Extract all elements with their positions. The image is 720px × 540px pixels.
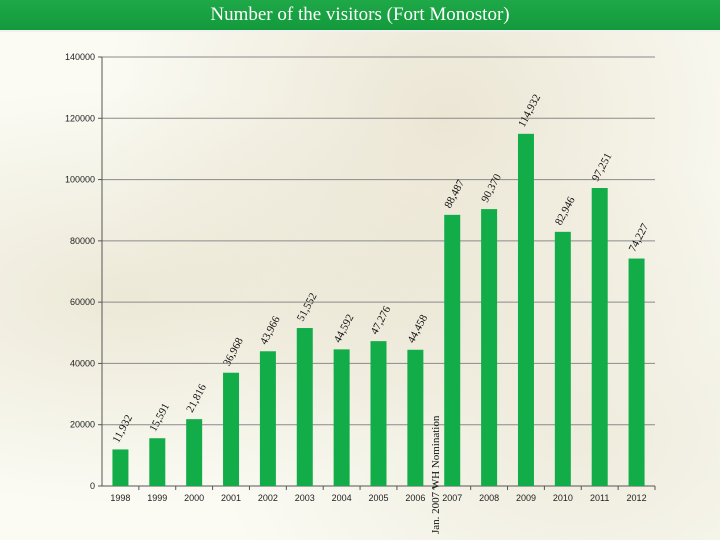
chart-title: Number of the visitors (Fort Monostor) [210,4,510,25]
bar-2001 [223,372,240,486]
x-tick-label-2005: 2005 [368,493,388,503]
bar-2008 [481,209,498,486]
y-tick-label: 100000 [65,175,95,185]
bar-1998 [112,449,129,486]
title-bar: Number of the visitors (Fort Monostor) [0,0,720,32]
bar-2009 [517,133,534,486]
data-label-2003: 51,552 [295,291,320,323]
x-tick-label-2008: 2008 [479,493,499,503]
bar-2010 [554,231,571,486]
data-label-2000: 21,816 [184,382,209,415]
data-label-2011: 97,251 [590,151,615,183]
annotation-wh-nomination: Jan. 2007 WH Nomination [430,415,442,534]
data-label-2002: 43,966 [258,314,283,347]
bar-2007 [444,214,461,486]
x-tick-label-2009: 2009 [516,493,536,503]
x-tick-label-2011: 2011 [590,493,609,503]
data-label-2010: 82,946 [553,194,578,227]
x-tick-label-2002: 2002 [258,493,278,503]
data-label-1998: 11,932 [110,413,135,445]
x-tick-label-1999: 1999 [147,493,167,503]
data-label-2006: 44,458 [405,312,430,345]
x-tick-label-2010: 2010 [553,493,573,503]
data-label-2009: 114,932 [516,92,543,129]
data-label-2008: 90,370 [479,172,504,205]
bar-2006 [407,349,424,486]
bar-2012 [628,258,645,486]
y-tick-label: 0 [90,481,95,491]
y-tick-label: 20000 [70,420,95,430]
y-tick-label: 140000 [65,52,95,62]
data-label-2007: 88,487 [442,177,467,210]
x-tick-label-2012: 2012 [627,493,647,503]
y-tick-label: 40000 [70,358,95,368]
y-tick-label: 60000 [70,297,95,307]
data-label-2004: 44,592 [332,312,357,344]
x-tick-label-2006: 2006 [405,493,425,503]
bar-2002 [259,351,276,486]
y-tick-label: 120000 [65,113,95,123]
bar-2003 [296,328,313,486]
y-tick-label: 80000 [70,236,95,246]
x-tick-label-2003: 2003 [295,493,315,503]
x-tick-label-2000: 2000 [184,493,204,503]
x-tick-label-1998: 1998 [110,493,130,503]
bar-2004 [333,349,350,486]
bar-2005 [370,341,387,486]
data-label-2012: 74,227 [627,221,652,254]
bar-1999 [149,438,166,486]
x-tick-label-2007: 2007 [442,493,462,503]
bar-2011 [591,187,608,486]
data-label-1999: 15,591 [147,401,172,433]
x-tick-label-2004: 2004 [332,493,352,503]
bar-2000 [186,419,203,486]
x-tick-label-2001: 2001 [221,493,241,503]
data-label-2005: 47,276 [369,304,394,337]
